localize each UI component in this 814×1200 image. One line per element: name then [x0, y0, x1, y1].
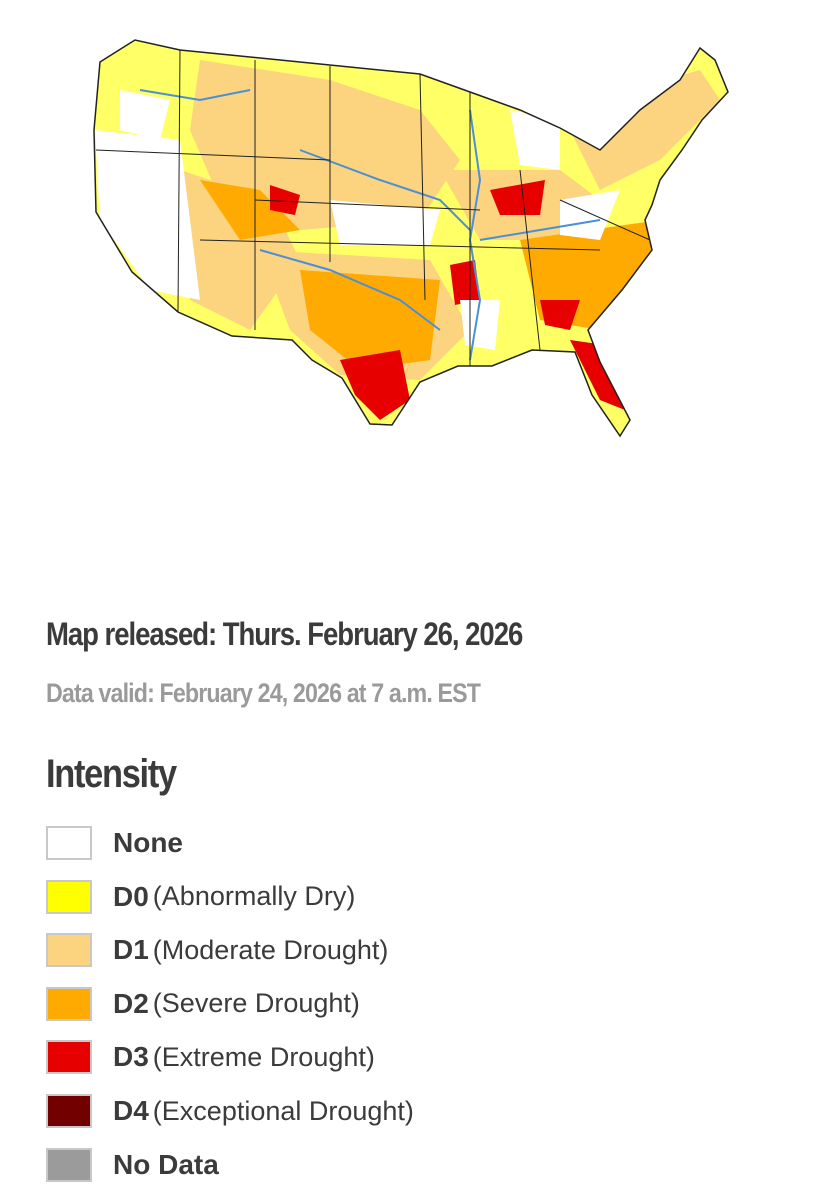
- legend-label: (Moderate Drought): [152, 934, 389, 965]
- legend-swatch: [46, 879, 92, 914]
- legend-item: D1 (Moderate Drought): [46, 931, 388, 969]
- legend-swatch: [46, 826, 92, 860]
- legend-swatch: [46, 933, 92, 968]
- data-valid: Data valid: February 24, 2026 at 7 a.m. …: [46, 678, 481, 708]
- legend-code: None: [113, 827, 183, 858]
- legend-swatch: [46, 1147, 92, 1182]
- map-released: Map released: Thurs. February 26, 2026: [46, 616, 523, 652]
- legend-label: (Exceptional Drought): [152, 1095, 414, 1126]
- legend-label: (Abnormally Dry): [152, 881, 356, 912]
- legend-code: D3: [113, 1041, 149, 1073]
- legend-swatch: [46, 1040, 92, 1075]
- us-outline: [93, 39, 729, 438]
- legend-swatch: [46, 1094, 92, 1128]
- legend-item: D4 (Exceptional Drought): [46, 1092, 414, 1130]
- legend-item: None: [46, 824, 183, 862]
- drought-map: [93, 39, 729, 438]
- legend-code: No Data: [113, 1148, 219, 1180]
- legend-label: (Extreme Drought): [152, 1041, 375, 1072]
- legend-code: D1: [113, 934, 149, 966]
- legend-item: No Data: [46, 1146, 219, 1184]
- legend-code: D2: [113, 987, 149, 1019]
- legend-item: D0 (Abnormally Dry): [46, 878, 355, 916]
- legend-code: D0: [113, 880, 149, 912]
- legend-title: Intensity: [46, 752, 177, 796]
- legend-item: D2 (Severe Drought): [46, 985, 360, 1023]
- legend-item: D3 (Extreme Drought): [46, 1038, 375, 1076]
- legend-swatch: [46, 986, 92, 1021]
- state-lines: [95, 49, 651, 366]
- legend-code: D4: [113, 1095, 149, 1126]
- legend-label: (Severe Drought): [152, 988, 360, 1019]
